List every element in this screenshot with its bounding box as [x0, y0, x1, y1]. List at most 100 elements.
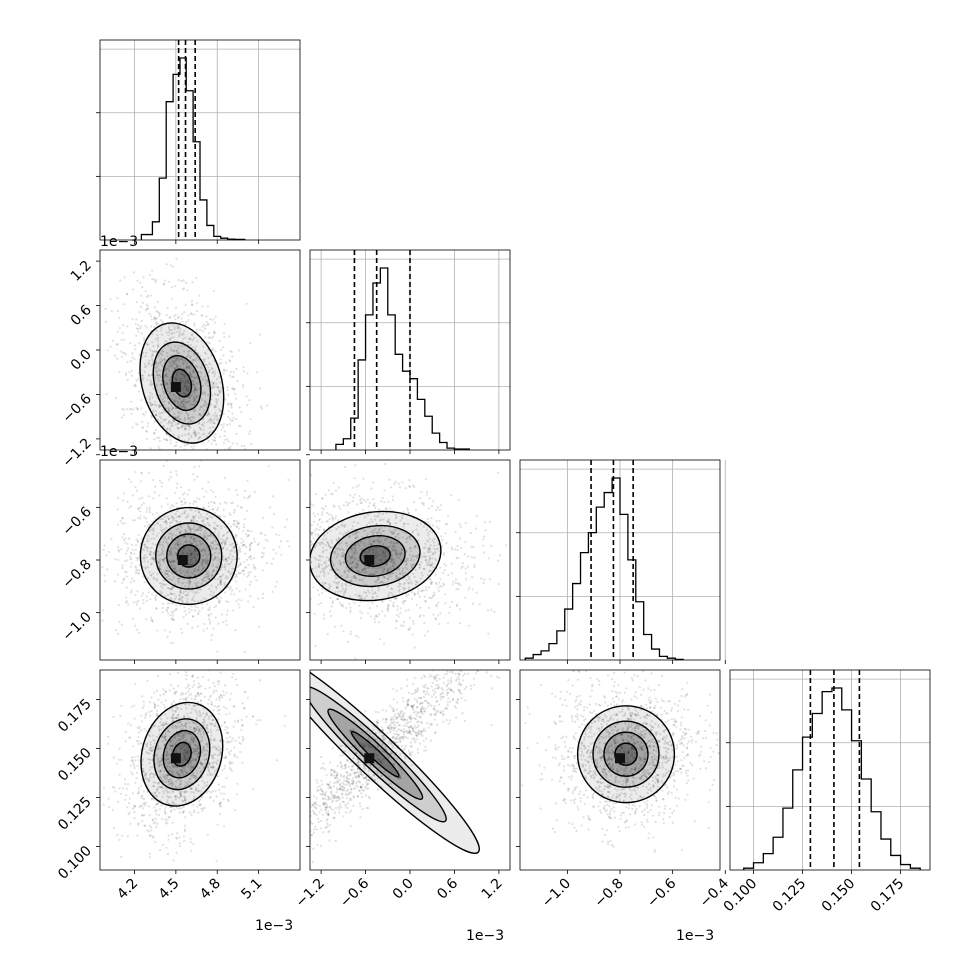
pair-1-0-point: [214, 393, 217, 396]
pair-2-1-point: [406, 509, 409, 512]
pair-3-0-point: [210, 754, 213, 757]
pair-1-0-point: [140, 399, 143, 402]
pair-2-0-point: [200, 549, 203, 553]
pair-2-1-point: [376, 576, 380, 579]
pair-1-0-point: [230, 350, 233, 353]
pair-2-0-point: [197, 516, 201, 519]
pair-2-1-point: [374, 539, 377, 542]
pair-2-0-point: [146, 577, 150, 580]
pair-2-1-point: [319, 541, 323, 544]
pair-2-1-point: [422, 614, 425, 617]
pair-1-0-point: [199, 435, 202, 439]
pair-1-0-point: [183, 398, 186, 401]
pair-2-0-point: [181, 631, 184, 634]
pair-2-1-point: [391, 604, 395, 607]
pair-2-0-point: [131, 617, 134, 620]
pair-3-0-point: [179, 731, 183, 734]
pair-2-0-point: [183, 547, 186, 550]
pair-3-0-point: [195, 776, 198, 780]
pair-2-0-point: [164, 573, 167, 576]
pair-1-0-point: [195, 276, 198, 279]
pair-1-0-point: [209, 417, 212, 420]
diag-0-frame: [99, 39, 301, 241]
pair-2-1-point: [360, 595, 363, 598]
pair-2-1-point: [317, 542, 320, 545]
pair-2-0-point: [139, 607, 142, 610]
pair-1-0-point: [181, 373, 184, 376]
pair-1-0-point: [232, 370, 235, 374]
pair-2-1-point: [405, 558, 408, 561]
pair-2-0-point: [170, 564, 173, 567]
pair-3-0-point: [196, 692, 200, 695]
pair-1-0-point: [110, 310, 113, 313]
pair-2-0-point: [164, 583, 167, 586]
pair-2-1-point: [416, 581, 419, 584]
pair-1-0-point: [230, 406, 233, 409]
pair-2-1-point: [467, 624, 471, 627]
pair-1-0-point: [175, 377, 178, 380]
pair-1-0-point: [169, 354, 172, 357]
pair-2-1-point: [428, 546, 431, 549]
pair-2-0-point: [221, 534, 224, 538]
pair-1-0-point: [203, 358, 206, 361]
pair-2-1-point: [429, 569, 432, 572]
pair-1-0-point: [151, 396, 155, 399]
pair-2-0-point: [192, 517, 196, 520]
pair-1-0-point: [163, 358, 167, 361]
pair-1-0-point: [143, 413, 146, 416]
pair-1-0-point: [229, 404, 233, 407]
pair-2-1-point: [356, 563, 359, 566]
pair-2-1-point: [340, 604, 343, 607]
pair-2-1-point: [381, 530, 384, 533]
pair-1-0-point: [151, 333, 154, 336]
pair-1-0-point: [160, 379, 163, 382]
pair-2-1-point: [357, 595, 360, 598]
pair-2-0-point: [219, 582, 222, 586]
pair-2-1-point: [429, 544, 432, 547]
pair-2-0-point: [165, 538, 168, 541]
pair-1-0-point: [167, 401, 170, 404]
pair-2-0-point: [257, 542, 260, 545]
pair-2-1-point: [475, 591, 478, 594]
pair-3-0-point: [132, 762, 135, 766]
pair-2-0-point: [253, 490, 256, 493]
pair-2-1-point: [388, 478, 391, 481]
pair-2-0-point: [202, 506, 205, 509]
pair-3-0-point: [160, 764, 163, 767]
pair-2-1-point: [392, 567, 395, 570]
pair-3-0-point: [229, 692, 233, 695]
pair-2-1-point: [354, 577, 357, 580]
pair-2-1-point: [398, 485, 402, 489]
pair-2-1-point: [354, 557, 357, 560]
pair-2-0-point: [212, 627, 215, 630]
pair-2-0-point: [219, 579, 222, 582]
pair-2-1-point: [410, 565, 414, 568]
pair-2-0-point: [125, 596, 128, 599]
pair-1-0-point: [158, 436, 161, 439]
pair-2-1-point: [411, 529, 415, 533]
pair-2-1-point: [379, 637, 382, 641]
pair-3-0-point: [175, 741, 178, 744]
pair-2-0-point: [222, 539, 225, 543]
pair-2-1-point: [387, 604, 390, 607]
pair-2-1-point: [460, 566, 463, 570]
pair-2-0-point: [238, 549, 241, 552]
pair-3-0-point: [175, 717, 178, 720]
pair-2-0-point: [172, 560, 175, 563]
pair-2-0-point: [200, 529, 203, 532]
pair-2-0-point: [181, 493, 185, 496]
pair-1-0-point: [149, 391, 152, 394]
pair-2-0-point: [156, 522, 159, 525]
pair-2-0-point: [192, 520, 195, 524]
pair-1-0-point: [179, 418, 183, 421]
pair-2-0-point: [161, 551, 164, 554]
pair-3-0-point: [202, 675, 205, 678]
pair-2-0-point: [248, 583, 251, 586]
pair-2-0-point: [227, 570, 230, 573]
pair-2-0-point: [199, 571, 202, 574]
pair-1-0-point: [207, 440, 210, 443]
pair-3-0-point: [133, 764, 136, 768]
pair-1-0-point: [154, 414, 157, 417]
pair-1-0-point: [219, 409, 222, 412]
pair-2-1-point: [338, 542, 341, 545]
